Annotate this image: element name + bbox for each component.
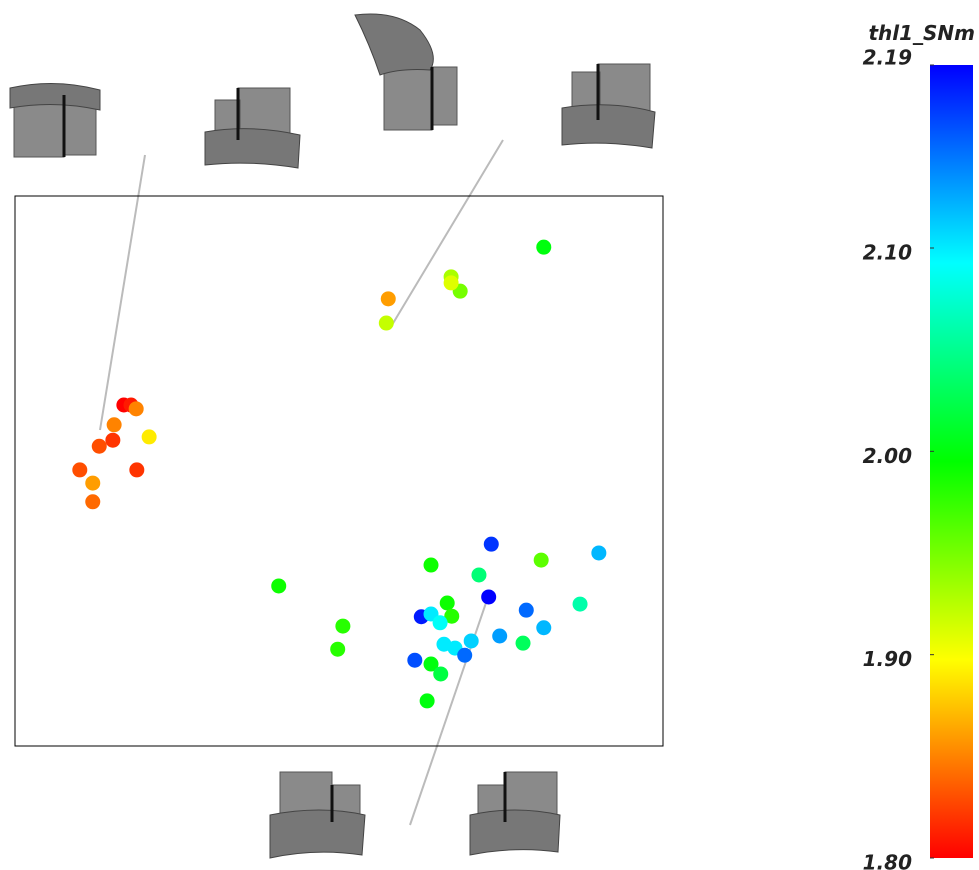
leader-lines bbox=[100, 140, 503, 825]
point bbox=[330, 642, 345, 657]
plot-frame bbox=[15, 196, 663, 746]
colorbar-tick-label: 2.10 bbox=[863, 241, 912, 265]
point bbox=[440, 596, 455, 611]
point bbox=[433, 666, 448, 681]
point bbox=[534, 553, 549, 568]
point bbox=[424, 558, 439, 573]
chart: thl1_SNm 1.80 1.90 2.00 2.10 2.19 bbox=[0, 0, 979, 870]
thumbnail bbox=[270, 772, 365, 858]
thumbnail bbox=[205, 88, 300, 168]
point bbox=[92, 439, 107, 454]
point bbox=[471, 567, 486, 582]
point bbox=[591, 545, 606, 560]
colorbar-tick-label: 1.90 bbox=[863, 647, 912, 671]
point bbox=[105, 433, 120, 448]
colorbar-tick-label: 1.80 bbox=[863, 851, 912, 870]
colorbar: thl1_SNm 1.80 1.90 2.00 2.10 2.19 bbox=[863, 21, 975, 870]
colorbar-title: thl1_SNm bbox=[868, 21, 975, 45]
thumbnail bbox=[355, 14, 457, 130]
thumbnail bbox=[562, 64, 655, 148]
point bbox=[407, 653, 422, 668]
thumbnail bbox=[470, 772, 560, 855]
point bbox=[129, 462, 144, 477]
leader-line bbox=[392, 140, 503, 325]
point bbox=[481, 589, 496, 604]
colorbar-gradient bbox=[930, 65, 973, 858]
point bbox=[516, 636, 531, 651]
point bbox=[573, 597, 588, 612]
point bbox=[536, 620, 551, 635]
point bbox=[335, 619, 350, 634]
point bbox=[420, 693, 435, 708]
thumbnail bbox=[10, 83, 100, 157]
point bbox=[464, 633, 479, 648]
point bbox=[142, 429, 157, 444]
point bbox=[536, 240, 551, 255]
point bbox=[85, 476, 100, 491]
point bbox=[444, 275, 459, 290]
leader-line bbox=[410, 597, 488, 825]
point bbox=[85, 494, 100, 509]
point bbox=[519, 603, 534, 618]
point bbox=[379, 316, 394, 331]
point bbox=[107, 417, 122, 432]
point bbox=[72, 462, 87, 477]
point bbox=[484, 537, 499, 552]
point bbox=[492, 629, 507, 644]
point bbox=[433, 615, 448, 630]
point bbox=[271, 578, 286, 593]
point bbox=[457, 648, 472, 663]
point bbox=[129, 401, 144, 416]
colorbar-tick-label: 2.19 bbox=[863, 46, 912, 70]
colorbar-tick-label: 2.00 bbox=[863, 444, 912, 468]
point bbox=[381, 291, 396, 306]
